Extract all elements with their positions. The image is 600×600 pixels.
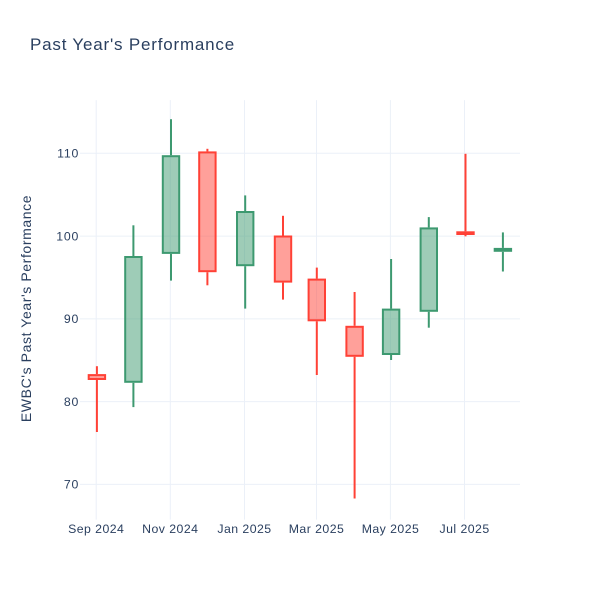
svg-text:110: 110: [57, 147, 79, 161]
svg-text:80: 80: [64, 395, 79, 409]
svg-text:Jan 2025: Jan 2025: [217, 522, 271, 536]
svg-text:Jul 2025: Jul 2025: [440, 522, 490, 536]
svg-text:Nov 2024: Nov 2024: [142, 522, 198, 536]
svg-text:70: 70: [64, 478, 79, 492]
svg-text:EWBC's Past Year's Performance: EWBC's Past Year's Performance: [18, 195, 34, 422]
svg-text:Sep 2024: Sep 2024: [68, 522, 124, 536]
svg-text:90: 90: [64, 312, 79, 326]
svg-text:100: 100: [56, 229, 79, 243]
svg-text:May 2025: May 2025: [362, 522, 420, 536]
svg-text:Mar 2025: Mar 2025: [289, 522, 345, 536]
svg-text:Past Year's Performance: Past Year's Performance: [30, 35, 235, 54]
